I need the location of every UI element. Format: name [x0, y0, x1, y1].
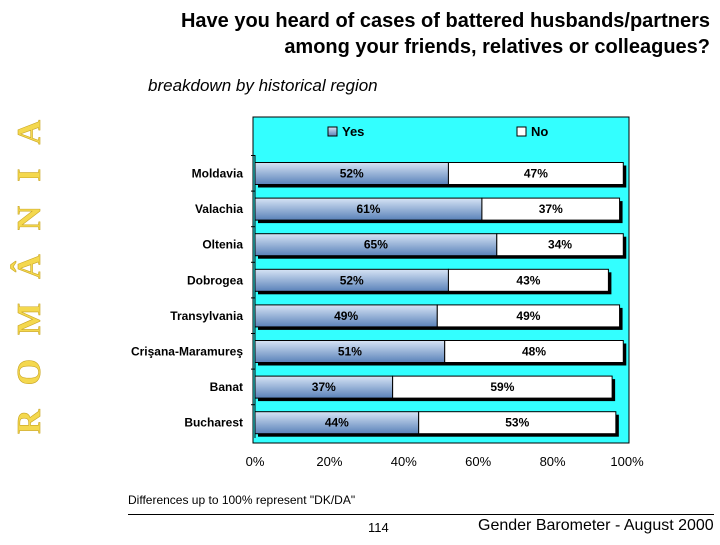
x-tick-label-0: 0%	[246, 454, 265, 469]
bar-no-banat	[392, 375, 613, 399]
data-label-no-moldavia: 47%	[524, 167, 548, 181]
data-label-yes-valachia: 61%	[356, 202, 380, 216]
legend-label-no: No	[531, 124, 548, 139]
legend-label-yes: Yes	[342, 124, 364, 139]
bar-no-dobrogea	[447, 268, 609, 292]
data-label-no-cri-ana-maramure-: 48%	[522, 345, 546, 359]
data-label-yes-dobrogea: 52%	[340, 273, 364, 287]
bar-no-bucharest	[418, 411, 617, 435]
data-label-yes-transylvania: 49%	[334, 309, 358, 323]
side-word-text: ROMÂNIA	[10, 96, 48, 434]
x-tick-label-1: 20%	[316, 454, 342, 469]
category-label-moldavia: Moldavia	[192, 167, 244, 181]
data-label-no-valachia: 37%	[539, 202, 563, 216]
side-word-graphic: ROMÂNIA	[10, 96, 48, 435]
category-label-cri-ana-maramure-: Crişana-Maramureş	[131, 345, 243, 359]
data-label-yes-bucharest: 44%	[325, 416, 349, 430]
footer-source: Gender Barometer - August 2000	[478, 517, 714, 534]
data-label-no-transylvania: 49%	[516, 309, 540, 323]
category-label-dobrogea: Dobrogea	[187, 273, 243, 287]
legend-swatch-yes	[327, 126, 338, 137]
x-tick-label-3: 60%	[465, 454, 491, 469]
page-title: Have you heard of cases of battered husb…	[90, 8, 710, 60]
data-label-yes-oltenia: 65%	[364, 238, 388, 252]
bar-no-oltenia	[496, 233, 624, 257]
title-line-1: Have you heard of cases of battered husb…	[180, 10, 710, 32]
data-label-no-dobrogea: 43%	[516, 273, 540, 287]
x-tick-label-2: 40%	[391, 454, 417, 469]
bar-no-cri-ana-maramure-	[444, 340, 624, 363]
bar-no-transylvania	[436, 304, 621, 328]
category-label-transylvania: Transylvania	[170, 309, 243, 323]
legend-swatch-no	[516, 126, 527, 137]
footnote: Differences up to 100% represent "DK/DA"	[128, 493, 356, 507]
category-label-valachia: Valachia	[195, 202, 243, 216]
chart-subtitle: breakdown by historical region	[148, 76, 378, 95]
title-line-2: among your friends, relatives or colleag…	[284, 36, 710, 58]
data-label-no-bucharest: 53%	[505, 416, 529, 430]
category-label-banat: Banat	[210, 380, 243, 394]
bar-no-valachia	[481, 197, 621, 221]
data-label-yes-cri-ana-maramure-: 51%	[338, 345, 362, 359]
data-label-no-banat: 59%	[490, 380, 514, 394]
page-number: 114	[368, 520, 389, 535]
category-label-oltenia: Oltenia	[202, 238, 243, 252]
bar-no-moldavia	[447, 162, 624, 185]
data-label-yes-moldavia: 52%	[340, 167, 364, 181]
x-tick-label-5: 100%	[610, 454, 644, 469]
side-word-logo: ROMÂNIA	[10, 30, 50, 500]
footer-divider	[128, 514, 714, 515]
category-label-bucharest: Bucharest	[184, 416, 243, 430]
data-label-yes-banat: 37%	[312, 380, 336, 394]
data-label-no-oltenia: 34%	[548, 238, 572, 252]
x-tick-label-4: 80%	[540, 454, 566, 469]
